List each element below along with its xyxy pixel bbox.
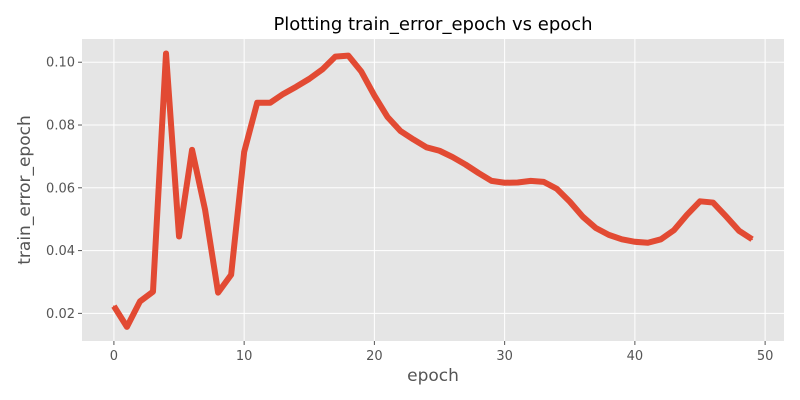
data-point [217,291,219,294]
data-point [113,305,115,307]
data-point [334,55,337,58]
data-point [529,180,532,182]
series-line [111,50,754,330]
data-point [230,273,232,276]
data-point [621,238,623,241]
y-tick-label: 0.08 [46,119,75,134]
data-point [542,181,545,183]
data-point [738,230,740,232]
data-point [191,149,193,151]
data-point [490,180,493,182]
data-point [555,187,558,190]
data-point [178,235,180,238]
data-point [204,208,206,211]
y-tick-label: 0.02 [46,307,75,322]
data-point [412,138,415,141]
data-point [256,101,258,104]
data-point [673,229,675,231]
x-tick-label: 50 [757,349,774,364]
data-point [451,156,454,158]
data-point [139,300,141,303]
data-point [516,181,519,184]
data-point [568,200,571,203]
data-point [660,238,662,241]
y-tick-label: 0.06 [46,181,75,196]
data-point [477,172,480,174]
data-point [243,151,245,153]
data-point [425,146,428,149]
y-tick-label: 0.10 [46,56,75,71]
data-point [634,240,636,243]
series-layer [111,50,754,330]
x-tick-label: 40 [627,349,644,364]
data-point [725,215,727,218]
data-point [686,214,688,216]
chart-title: Plotting train_error_epoch vs epoch [273,14,592,35]
data-point [699,200,701,203]
x-tick-label: 10 [236,349,253,364]
x-axis-title: epoch [407,366,459,386]
data-point [581,215,584,218]
x-tick-label: 30 [496,349,513,364]
data-point [321,68,324,71]
data-point [152,290,154,293]
data-point [126,326,128,328]
x-tick-label: 20 [366,349,383,364]
data-point [712,201,714,204]
data-point [386,116,389,118]
data-point [399,130,402,132]
data-point [647,241,649,244]
data-point [503,181,506,184]
data-point [308,78,311,80]
data-point [360,70,363,73]
data-point [373,94,376,97]
data-point [438,149,441,152]
data-point [269,101,271,104]
x-tick-label: 0 [110,349,118,364]
data-point [595,227,597,229]
data-point [165,52,167,55]
data-point [751,238,753,241]
y-axis-title: train_error_epoch [15,115,35,265]
data-point [282,93,285,95]
data-point [464,163,467,166]
data-point [295,85,298,88]
axis-ticks: 0 10 20 30 40 50 0.02 0.04 0.06 0.08 0.10 [46,56,773,364]
data-point [347,54,350,57]
y-tick-label: 0.04 [46,244,75,259]
data-point [608,234,610,236]
